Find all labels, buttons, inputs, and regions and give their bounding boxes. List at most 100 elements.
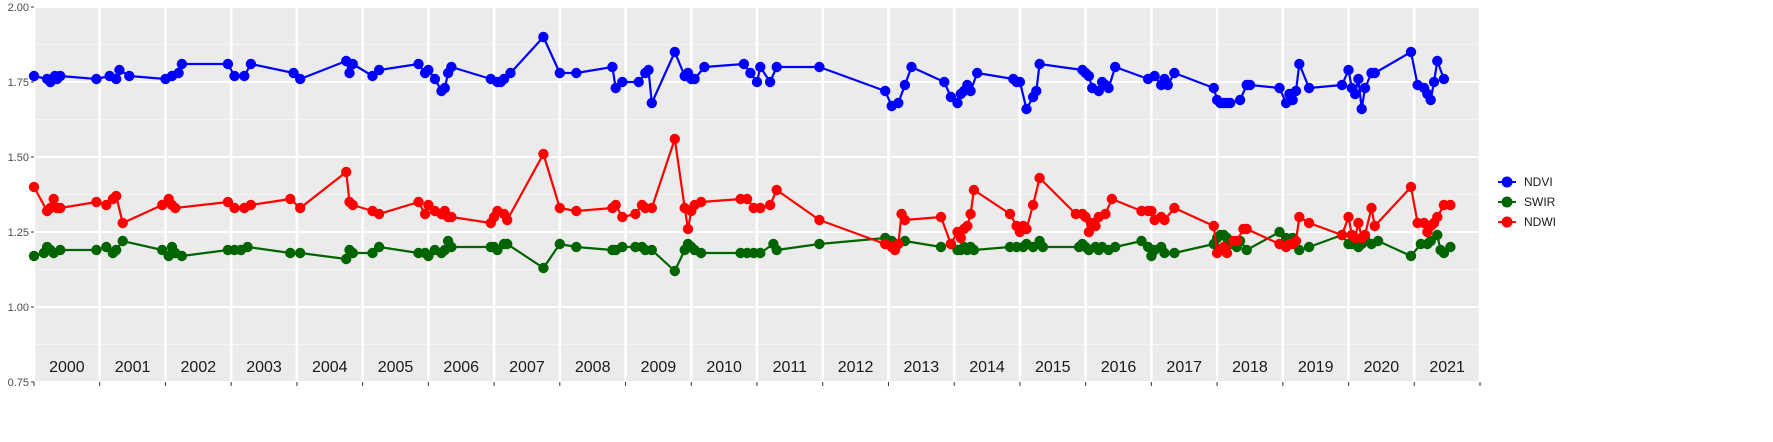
point-swir xyxy=(1432,229,1443,241)
point-swir xyxy=(1159,247,1170,259)
point-ndwi xyxy=(610,199,621,211)
point-swir xyxy=(1405,250,1417,262)
point-ndvi xyxy=(1425,94,1436,106)
y-tick-label: 1.00 xyxy=(8,302,29,314)
x-axis: 2000 2001 2002 2003 2004 2005 2006 2007 2008 2009… xyxy=(33,359,1481,386)
point-ndvi xyxy=(1303,82,1315,94)
year-label: 2002 xyxy=(181,359,217,376)
legend-item-ndwi: NDWI xyxy=(1498,215,1556,229)
point-swir xyxy=(1372,235,1384,247)
point-ndvi xyxy=(751,76,763,88)
point-ndvi xyxy=(538,31,549,43)
point-ndwi xyxy=(1159,214,1170,226)
point-swir xyxy=(755,247,766,259)
point-ndwi xyxy=(419,208,431,220)
point-ndvi xyxy=(446,61,457,73)
point-ndvi xyxy=(124,70,135,82)
point-swir xyxy=(1294,244,1305,256)
legend-item-ndvi: NDVI xyxy=(1498,175,1553,189)
point-ndwi xyxy=(764,199,776,211)
point-swir xyxy=(771,244,782,256)
point-ndwi xyxy=(1208,220,1220,232)
series-layer xyxy=(28,31,1456,277)
point-ndwi xyxy=(682,223,694,235)
point-ndvi xyxy=(439,82,450,94)
year-label: 2004 xyxy=(312,359,348,376)
point-ndvi xyxy=(1349,88,1361,100)
point-ndvi xyxy=(111,73,122,85)
point-ndwi xyxy=(962,220,973,232)
point-ndvi xyxy=(344,67,355,79)
year-label: 2005 xyxy=(378,359,414,376)
point-swir xyxy=(571,241,582,253)
point-ndvi xyxy=(1428,76,1440,88)
point-swir xyxy=(935,241,947,253)
point-ndvi xyxy=(771,61,782,73)
legend-label: NDVI xyxy=(1524,175,1553,189)
point-ndwi xyxy=(1290,235,1302,247)
point-swir xyxy=(554,238,565,250)
point-ndvi xyxy=(646,97,657,109)
point-ndvi xyxy=(610,82,621,94)
point-ndvi xyxy=(669,46,680,58)
point-ndwi xyxy=(669,133,680,145)
point-ndwi xyxy=(695,196,707,208)
point-ndvi xyxy=(1103,82,1114,94)
legend-label: NDWI xyxy=(1524,215,1556,229)
point-ndvi xyxy=(1234,94,1246,106)
point-ndwi xyxy=(111,190,122,202)
point-swir xyxy=(347,247,358,259)
point-ndwi xyxy=(347,199,358,211)
point-ndwi xyxy=(1366,202,1377,214)
point-ndvi xyxy=(965,85,976,97)
point-ndwi xyxy=(1106,193,1118,205)
point-ndvi xyxy=(28,70,40,82)
year-label: 2015 xyxy=(1035,359,1071,376)
point-ndwi xyxy=(755,202,766,214)
point-ndwi xyxy=(55,202,66,214)
point-ndwi xyxy=(630,208,641,220)
point-swir xyxy=(1425,235,1436,247)
point-swir xyxy=(28,250,40,262)
point-ndvi xyxy=(1093,85,1105,97)
point-ndwi xyxy=(1021,223,1032,235)
point-ndwi xyxy=(373,208,385,220)
point-ndwi xyxy=(101,199,112,211)
point-ndvi xyxy=(1369,67,1381,79)
point-ndwi xyxy=(741,193,753,205)
point-ndwi xyxy=(1432,211,1443,223)
point-ndwi xyxy=(1169,202,1180,214)
point-ndvi xyxy=(1208,82,1220,94)
point-ndvi xyxy=(945,91,957,103)
point-ndvi xyxy=(906,61,917,73)
point-ndvi xyxy=(972,67,983,79)
point-ndwi xyxy=(1034,172,1045,184)
point-ndvi xyxy=(114,64,125,76)
point-ndvi xyxy=(347,58,358,70)
point-ndvi xyxy=(689,73,700,85)
point-ndvi xyxy=(373,64,385,76)
point-swir xyxy=(55,244,66,256)
point-ndvi xyxy=(1359,82,1371,94)
point-ndvi xyxy=(1274,82,1285,94)
point-ndvi xyxy=(1353,73,1364,85)
point-ndvi xyxy=(173,67,184,79)
point-ndvi xyxy=(1225,97,1236,109)
year-label: 2000 xyxy=(49,359,85,376)
point-ndvi xyxy=(633,76,644,88)
year-label: 2016 xyxy=(1101,359,1137,376)
point-ndwi xyxy=(1146,205,1157,217)
point-swir xyxy=(814,238,825,250)
point-ndvi xyxy=(755,61,766,73)
point-ndwi xyxy=(554,202,565,214)
point-ndwi xyxy=(222,196,234,208)
point-ndwi xyxy=(1241,223,1252,235)
point-ndvi xyxy=(1438,73,1450,85)
point-ndwi xyxy=(1343,211,1354,223)
point-ndwi xyxy=(1405,181,1417,193)
point-ndvi xyxy=(1034,58,1045,70)
point-ndvi xyxy=(571,67,582,79)
point-swir xyxy=(538,262,549,274)
year-label: 2017 xyxy=(1166,359,1202,376)
point-ndvi xyxy=(699,61,710,73)
